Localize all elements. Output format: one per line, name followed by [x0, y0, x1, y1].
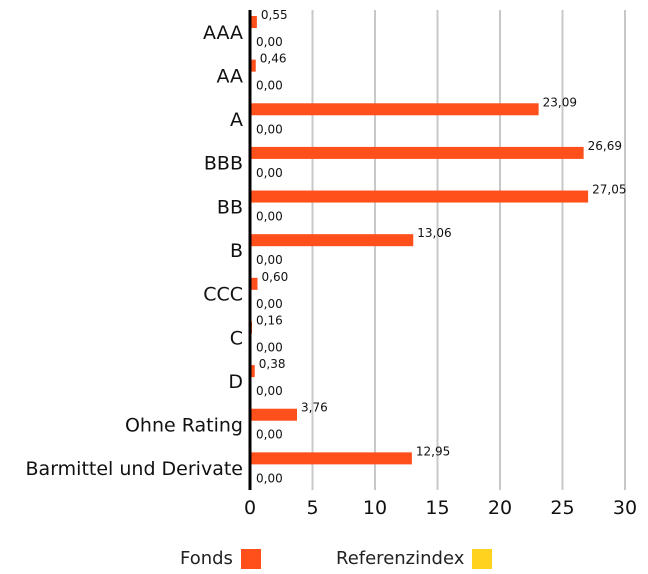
x-tick-label: 20 — [488, 497, 512, 519]
value-label-fonds: 23,09 — [543, 95, 577, 109]
value-label-referenzindex: 0,00 — [256, 122, 283, 136]
category-label: C — [230, 327, 243, 349]
bar-fonds — [250, 408, 297, 421]
value-labels: 0,55 0,00 0,46 0,00 23,09 0,00 26,69 0,00 27,05 0… — [256, 8, 626, 485]
legend-label-fonds: Fonds — [180, 548, 233, 569]
bar-fonds — [250, 234, 414, 247]
value-label-fonds: 12,95 — [416, 444, 450, 458]
legend-label-referenzindex: Referenzindex — [336, 548, 465, 569]
value-label-fonds: 0,60 — [262, 270, 289, 284]
category-label: BB — [217, 196, 243, 218]
value-label-fonds: 0,46 — [260, 52, 287, 66]
bar-fonds — [250, 190, 589, 203]
value-label-fonds: 3,76 — [301, 401, 328, 415]
bars — [250, 16, 589, 465]
category-label: Barmittel und Derivate — [26, 458, 243, 480]
legend-item-fonds: Fonds — [180, 548, 261, 569]
legend-swatch-referenzindex — [472, 548, 493, 569]
category-label: AAA — [203, 22, 243, 44]
value-label-referenzindex: 0,00 — [256, 166, 283, 180]
value-label-fonds: 26,69 — [588, 139, 622, 153]
x-tick-label: 25 — [550, 497, 574, 519]
bar-fonds — [250, 103, 539, 116]
value-label-fonds: 0,38 — [259, 357, 286, 371]
value-label-referenzindex: 0,00 — [256, 428, 283, 442]
bar-fonds — [250, 452, 412, 465]
bar-fonds — [250, 277, 258, 290]
value-label-referenzindex: 0,00 — [256, 384, 283, 398]
value-label-referenzindex: 0,00 — [256, 79, 283, 93]
x-tick-label: 10 — [363, 497, 387, 519]
x-tick-label: 30 — [613, 497, 637, 519]
value-label-referenzindex: 0,00 — [256, 210, 283, 224]
x-tick-label: 15 — [425, 497, 449, 519]
bar-fonds — [250, 146, 584, 159]
value-label-fonds: 27,05 — [592, 183, 626, 197]
legend-item-referenzindex: Referenzindex — [336, 548, 493, 569]
category-label: BBB — [204, 153, 243, 175]
value-label-fonds: 13,06 — [417, 226, 451, 240]
bar-fonds — [250, 16, 257, 28]
value-label-fonds: 0,16 — [256, 313, 283, 327]
bar-fonds — [250, 365, 255, 378]
x-tick-label: 5 — [306, 497, 318, 519]
value-label-fonds: 0,55 — [261, 8, 288, 22]
category-label: A — [230, 109, 243, 131]
value-label-referenzindex: 0,00 — [256, 253, 283, 267]
category-label: AA — [216, 65, 243, 87]
value-label-referenzindex: 0,00 — [256, 297, 283, 311]
category-label: D — [228, 371, 243, 393]
legend-swatch-fonds — [240, 548, 261, 569]
value-label-referenzindex: 0,00 — [256, 35, 283, 49]
grid-lines — [311, 10, 626, 490]
legend: Fonds Referenzindex — [0, 548, 648, 574]
value-label-referenzindex: 0,00 — [256, 340, 283, 354]
x-tick-label: 0 — [244, 497, 256, 519]
value-label-referenzindex: 0,00 — [256, 471, 283, 485]
category-label: B — [230, 240, 243, 262]
category-label: CCC — [203, 284, 243, 306]
category-label: Ohne Rating — [125, 415, 243, 437]
bar-fonds — [250, 59, 256, 72]
tick-labels: 0 5 10 15 20 25 30 — [244, 497, 637, 519]
bar-chart: 0,55 0,00 0,46 0,00 23,09 0,00 26,69 0,00 27,05 0… — [26, 8, 638, 519]
